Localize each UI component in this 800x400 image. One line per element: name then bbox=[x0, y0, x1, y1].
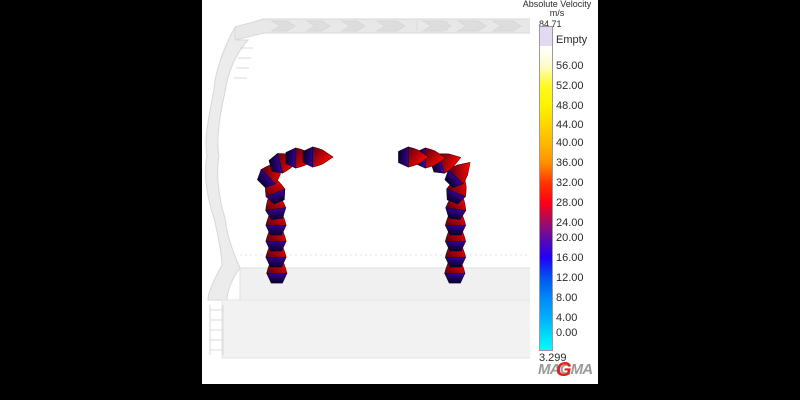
svg-text:G: G bbox=[556, 359, 572, 379]
